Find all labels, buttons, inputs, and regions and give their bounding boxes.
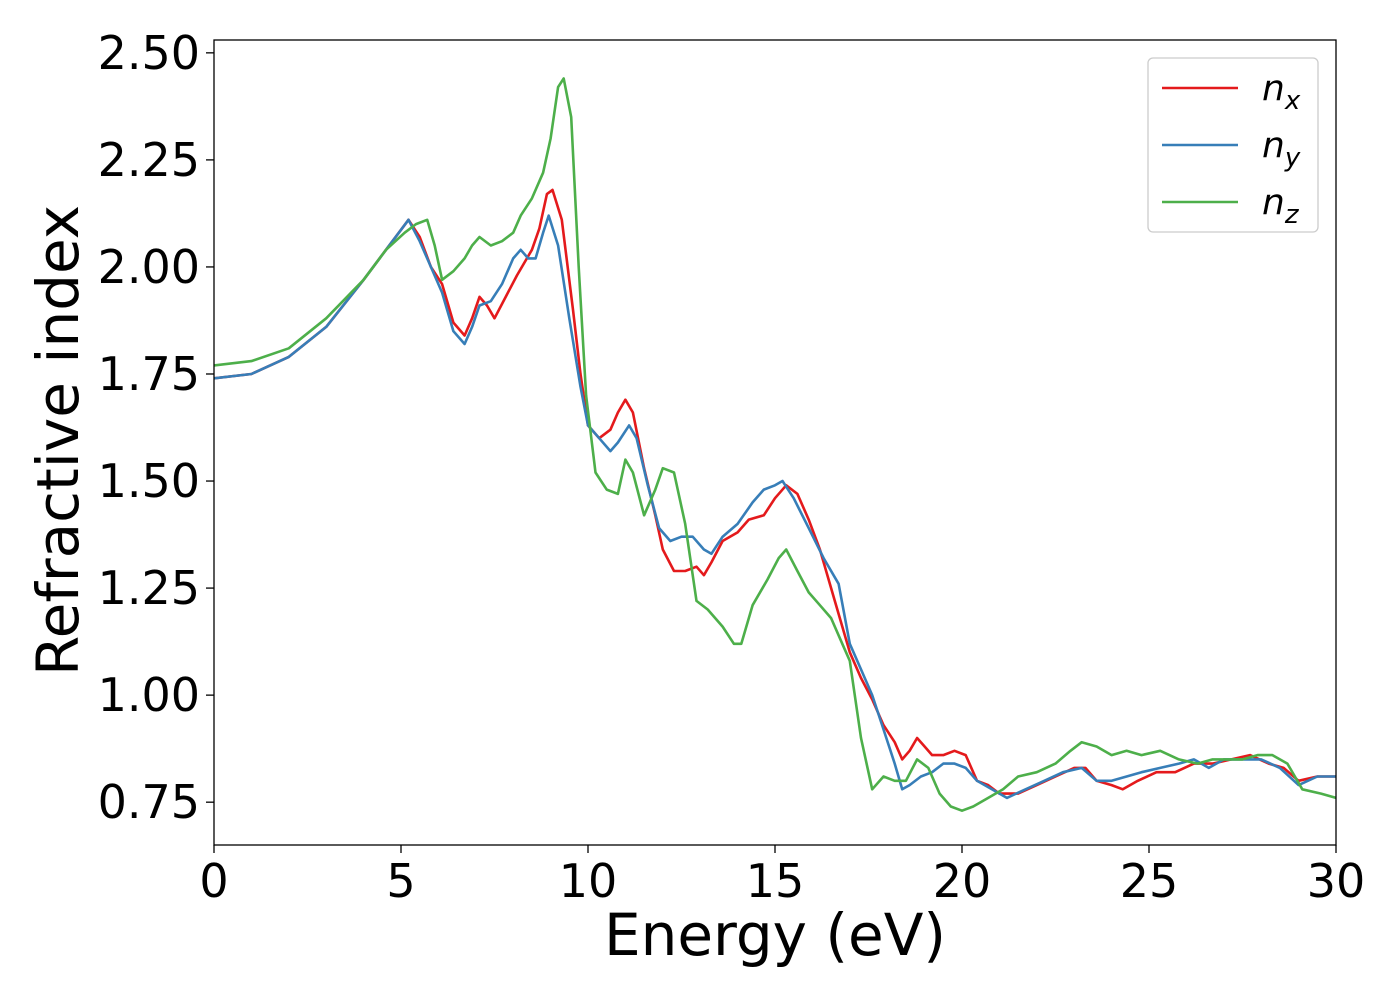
y-axis-label: Refractive index [24, 205, 92, 676]
x-axis-ticks: 0 5 10 15 20 25 30 [199, 845, 1365, 908]
series-lines [214, 77, 1336, 812]
y-tick-label: 2.00 [98, 240, 200, 294]
y-tick-label: 1.50 [98, 454, 200, 508]
x-tick-label: 0 [199, 854, 228, 908]
series-line-nx [214, 188, 1336, 795]
y-axis-ticks: 0.75 1.00 1.25 1.50 1.75 2.00 2.25 2.50 [98, 26, 214, 829]
y-tick-label: 1.25 [98, 561, 200, 615]
y-tick-label: 1.75 [98, 347, 200, 401]
y-tick-label: 2.25 [98, 133, 200, 187]
x-tick-label: 25 [1120, 854, 1179, 908]
x-tick-label: 15 [746, 854, 805, 908]
series-line-nz [214, 77, 1336, 812]
x-tick-label: 5 [386, 854, 415, 908]
series-line-ny [214, 214, 1336, 800]
x-tick-label: 30 [1307, 854, 1366, 908]
x-tick-label: 10 [559, 854, 618, 908]
y-tick-label: 1.00 [98, 668, 200, 722]
y-tick-label: 0.75 [98, 775, 200, 829]
x-tick-label: 20 [933, 854, 992, 908]
y-tick-label: 2.50 [98, 26, 200, 80]
plot-area-frame [213, 39, 1337, 846]
x-axis-label: Energy (eV) [604, 901, 946, 969]
